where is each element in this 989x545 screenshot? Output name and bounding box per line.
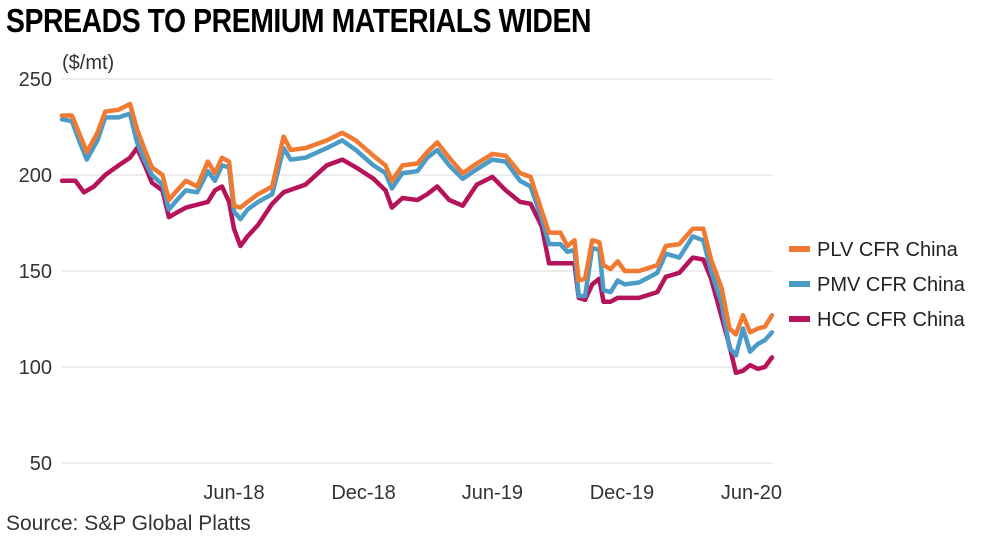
x-axis-ticks: Jun-18 Dec-18 Jun-19 Dec-19 Jun-20 xyxy=(203,482,782,504)
x-tick-label: Jun-19 xyxy=(462,482,523,504)
gridlines xyxy=(62,78,772,464)
x-tick-label: Dec-19 xyxy=(590,482,654,504)
series-line-2 xyxy=(59,145,775,376)
y-tick-label: 50 xyxy=(30,453,52,475)
y-tick-label: 100 xyxy=(19,357,52,379)
series-line-0 xyxy=(59,101,775,337)
x-tick-label: Jun-20 xyxy=(721,482,782,504)
legend-label: HCC CFR China xyxy=(817,309,966,331)
legend: PLV CFR China PMV CFR China HCC CFR China xyxy=(789,239,966,331)
y-axis-ticks: 50 100 150 200 250 xyxy=(19,69,52,475)
y-tick-label: 250 xyxy=(19,69,52,91)
series-lines xyxy=(59,101,775,376)
x-tick-label: Jun-18 xyxy=(203,482,264,504)
y-tick-label: 200 xyxy=(19,165,52,187)
y-tick-label: 150 xyxy=(19,261,52,283)
x-tick-label: Dec-18 xyxy=(331,482,395,504)
chart-title: SPREADS TO PREMIUM MATERIALS WIDEN xyxy=(6,2,592,39)
legend-label: PMV CFR China xyxy=(817,274,966,296)
series-line-1 xyxy=(59,111,775,358)
y-axis-unit-label: ($/mt) xyxy=(62,52,114,74)
source-note: Source: S&P Global Platts xyxy=(6,512,251,535)
legend-label: PLV CFR China xyxy=(817,239,959,261)
